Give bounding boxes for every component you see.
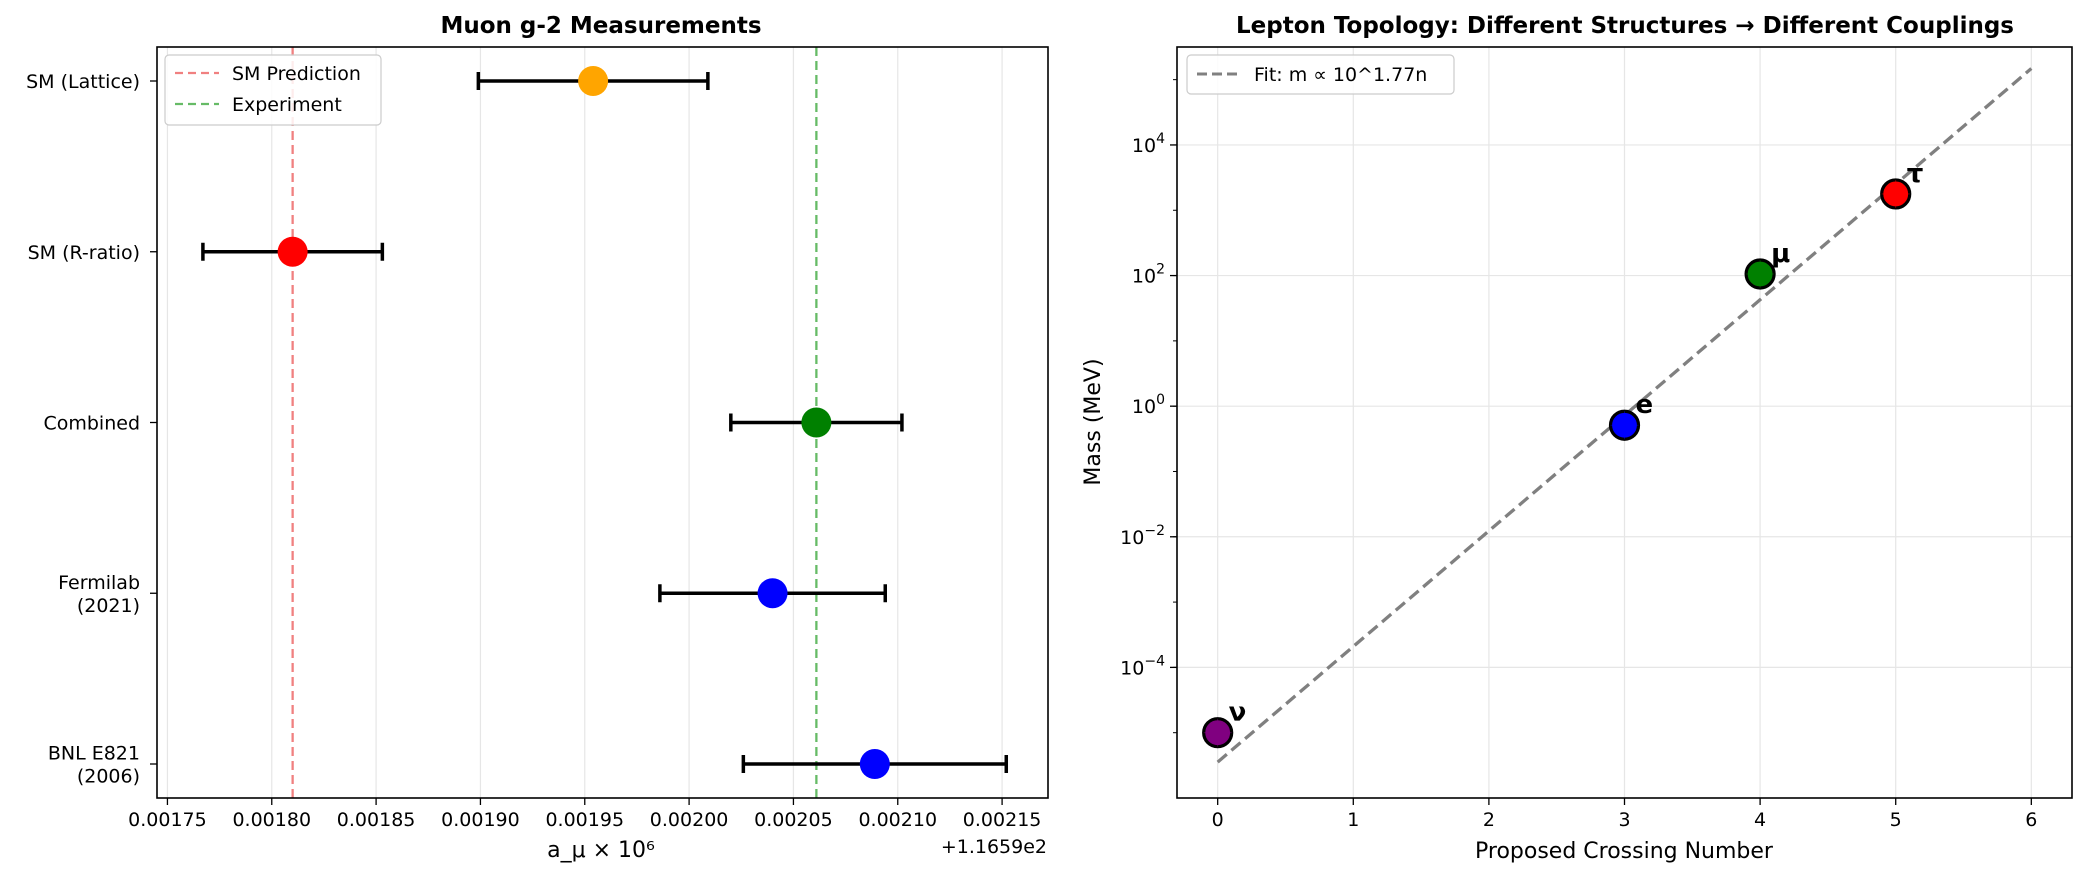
x-tick-label: 0.00180 bbox=[232, 809, 311, 831]
y-tick-label: 10−2 bbox=[1120, 523, 1165, 549]
x-tick-label: 0.00210 bbox=[858, 809, 937, 831]
point-labels: ν e μ τ bbox=[1229, 159, 1924, 728]
x-axis-label: a_μ × 10⁶ bbox=[547, 838, 655, 863]
x-tick-label: 6 bbox=[2025, 809, 2037, 831]
x-axis-label: Proposed Crossing Number bbox=[1475, 839, 1774, 864]
legend-box bbox=[1186, 54, 1455, 95]
y-tick-label: 102 bbox=[1132, 262, 1165, 288]
legend-label-fit: Fit: m ∝ 10^1.77n bbox=[1254, 64, 1427, 86]
point-label-item: ν bbox=[1229, 698, 1247, 728]
data-points bbox=[1202, 178, 1912, 749]
x-axis-ticks: 0.00175 0.00180 0.00185 0.00190 0.00195 0.002… bbox=[128, 798, 1041, 831]
y-axis-ticks: SM (Lattice) SM (R-ratio) Combined Fermilab… bbox=[26, 71, 157, 788]
x-axis-offset-label: +1.1659e2 bbox=[941, 836, 1047, 858]
x-tick-label: 5 bbox=[1890, 809, 1902, 831]
y-tick-label: Combined bbox=[43, 413, 140, 435]
x-tick-label: 0.00190 bbox=[441, 809, 520, 831]
x-gridlines bbox=[166, 47, 1003, 798]
point-sm-r-ratio bbox=[277, 236, 308, 267]
x-tick-label: 0.00175 bbox=[128, 809, 207, 831]
x-tick-label: 0.00200 bbox=[650, 809, 729, 831]
legend-label-experiment: Experiment bbox=[232, 94, 342, 116]
point-bnl-e821-2006 bbox=[859, 749, 890, 779]
point-label-item: τ bbox=[1907, 159, 1924, 189]
y-tick-label: Fermilab bbox=[58, 572, 140, 594]
x-axis-ticks: 0 1 2 3 4 5 6 bbox=[1212, 798, 2037, 831]
y-tick-label: 100 bbox=[1132, 392, 1165, 418]
y-axis-label: Mass (MeV) bbox=[1081, 358, 1106, 485]
x-tick-label: 4 bbox=[1754, 809, 1766, 831]
x-tick-label: 0.00205 bbox=[754, 809, 833, 831]
x-tick-label: 1 bbox=[1347, 809, 1359, 831]
y-tick-label: SM (R-ratio) bbox=[28, 242, 140, 264]
y-tick-label: SM (Lattice) bbox=[26, 71, 140, 93]
x-tick-label: 0.00185 bbox=[337, 809, 416, 831]
y-tick-label: (2006) bbox=[77, 766, 140, 788]
chart-title: Lepton Topology: Different Structures → … bbox=[1236, 13, 2014, 39]
y-tick-label: 104 bbox=[1132, 131, 1165, 157]
y-axis-ticks: 10−4 10−2 100 102 104 bbox=[1120, 79, 1177, 734]
gridlines bbox=[1177, 47, 2072, 798]
x-tick-label: 0 bbox=[1212, 809, 1224, 831]
data-points bbox=[277, 66, 890, 779]
x-tick-label: 0.00195 bbox=[545, 809, 624, 831]
legend: SM Prediction Experiment bbox=[164, 54, 382, 126]
legend-label-sm-prediction: SM Prediction bbox=[232, 63, 361, 85]
x-tick-label: 0.00215 bbox=[963, 809, 1042, 831]
muon-g2-chart: Muon g-2 Measurements 0.00175 0.00180 0.00… bbox=[26, 13, 1049, 863]
x-tick-label: 3 bbox=[1618, 809, 1630, 831]
y-tick-label: BNL E821 bbox=[48, 743, 140, 765]
point-sm-lattice bbox=[578, 66, 609, 96]
plot-frame bbox=[156, 46, 1049, 799]
point-fermilab-2021 bbox=[757, 578, 788, 609]
y-tick-label: (2021) bbox=[77, 595, 140, 617]
lepton-topology-chart: Lepton Topology: Different Structures → … bbox=[1081, 13, 2073, 864]
point-label-e: e bbox=[1636, 390, 1654, 420]
point-label-item: μ bbox=[1771, 239, 1790, 269]
y-tick-label: 10−4 bbox=[1120, 653, 1165, 679]
point-combined bbox=[801, 407, 832, 438]
x-tick-label: 2 bbox=[1483, 809, 1495, 831]
error-bars bbox=[201, 72, 1009, 773]
legend: Fit: m ∝ 10^1.77n bbox=[1186, 54, 1455, 95]
chart-title: Muon g-2 Measurements bbox=[440, 13, 761, 39]
